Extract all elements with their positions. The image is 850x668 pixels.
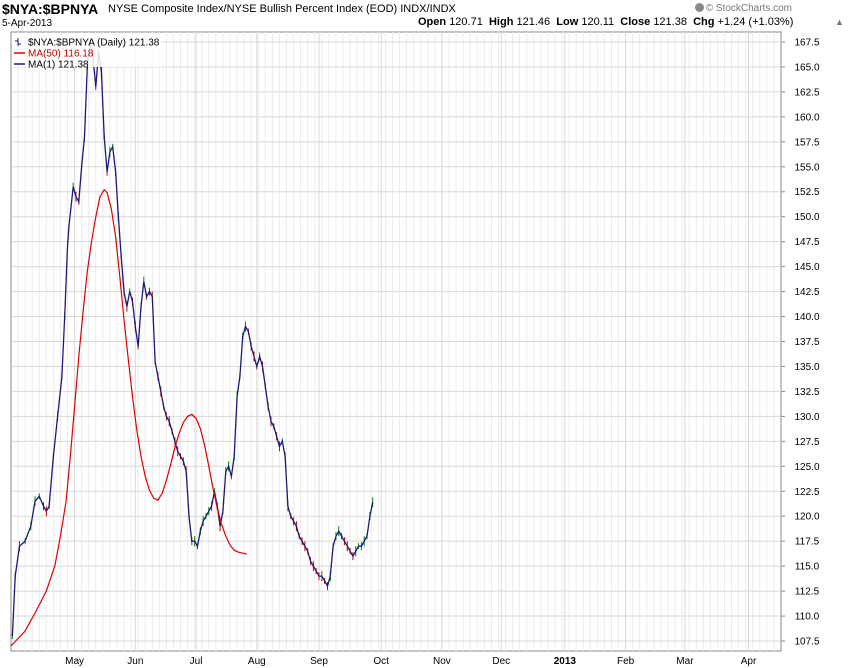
- x-tick-label: Aug: [248, 656, 266, 667]
- up-arrow-icon: ▲: [835, 17, 844, 27]
- chart-symbol: $NYA:$BPNYA: [2, 1, 99, 17]
- y-tick-label: 135.0: [794, 362, 819, 373]
- chg-value: +1.24 (+1.03%): [717, 16, 794, 28]
- logo-icon: [694, 3, 704, 12]
- chg-label: Chg: [693, 16, 715, 28]
- x-tick-label: Mar: [676, 656, 694, 667]
- quote-summary: Open 120.71 High 121.46 Low 120.11 Close…: [418, 16, 793, 28]
- y-tick-label: 167.5: [794, 37, 819, 48]
- y-tick-label: 117.5: [795, 537, 820, 548]
- x-tick-label: Nov: [433, 656, 451, 667]
- x-tick-label: Dec: [492, 656, 510, 667]
- legend-background: [12, 33, 162, 67]
- y-axis-labels: 107.5 110.0 112.5 115.0 117.5 120.0 122.5 125.0…: [794, 37, 819, 647]
- ma50-line: [10, 188, 248, 647]
- open-label: Open: [418, 16, 447, 28]
- ma1-line: [11, 41, 374, 637]
- x-tick-label: May: [65, 656, 84, 667]
- series-layer: [10, 37, 374, 647]
- y-tick-label: 137.5: [794, 337, 819, 348]
- low-value: 120.11: [581, 16, 615, 28]
- close-value: 121.38: [653, 16, 687, 28]
- y-tick-label: 152.5: [794, 187, 819, 198]
- high-label: High: [488, 16, 514, 28]
- x-tick-label: Feb: [617, 656, 635, 667]
- y-tick-label: 157.5: [794, 137, 819, 148]
- y-tick-label: 130.0: [794, 412, 819, 423]
- y-tick-label: 125.0: [794, 462, 819, 473]
- x-tick-label: Jun: [127, 656, 143, 667]
- stockcharts-logo[interactable]: © StockCharts.com: [694, 3, 792, 14]
- y-tick-label: 115.0: [795, 562, 820, 573]
- y-tick-label: 150.0: [794, 212, 819, 223]
- y-gridlines: [11, 41, 785, 642]
- high-value: 121.46: [516, 16, 551, 28]
- y-tick-label: 132.5: [794, 387, 819, 398]
- logo-text: © StockCharts.com: [705, 3, 792, 14]
- y-tick-label: 142.5: [794, 287, 819, 298]
- y-tick-label: 165.0: [794, 62, 819, 73]
- y-tick-label: 160.0: [794, 112, 819, 123]
- chart-date: 5-Apr-2013: [2, 18, 53, 29]
- low-label: Low: [556, 16, 579, 28]
- legend-label: MA(1) 121.38: [28, 60, 89, 71]
- y-tick-label: 145.0: [794, 262, 819, 273]
- x-axis-labels: May Jun Jul Aug Sep Oct Nov Dec 2013 Feb Mar Apr: [65, 656, 757, 667]
- legend-label: $NYA:$BPNYA (Daily) 121.38: [28, 38, 160, 49]
- y-tick-label: 122.5: [794, 487, 819, 498]
- open-value: 120.71: [449, 16, 483, 28]
- x-tick-label: Oct: [373, 656, 389, 667]
- y-tick-label: 120.0: [794, 512, 819, 523]
- y-tick-label: 155.0: [794, 162, 819, 173]
- close-label: Close: [620, 16, 651, 28]
- x-tick-label: Jul: [190, 656, 203, 667]
- x-tick-label: 2013: [554, 656, 577, 667]
- y-tick-label: 162.5: [794, 87, 819, 98]
- x-tick-label: Sep: [310, 656, 328, 667]
- y-tick-label: 147.5: [794, 237, 819, 248]
- legend-label: MA(50) 116.18: [28, 49, 94, 60]
- y-tick-label: 140.0: [794, 312, 819, 323]
- y-tick-label: 107.5: [794, 637, 819, 648]
- y-tick-label: 110.0: [795, 612, 820, 623]
- y-tick-label: 112.5: [795, 587, 820, 598]
- x-tick-label: Apr: [741, 656, 757, 667]
- chart-description: NYSE Composite Index/NYSE Bullish Percen…: [108, 3, 456, 15]
- y-tick-label: 127.5: [794, 437, 819, 448]
